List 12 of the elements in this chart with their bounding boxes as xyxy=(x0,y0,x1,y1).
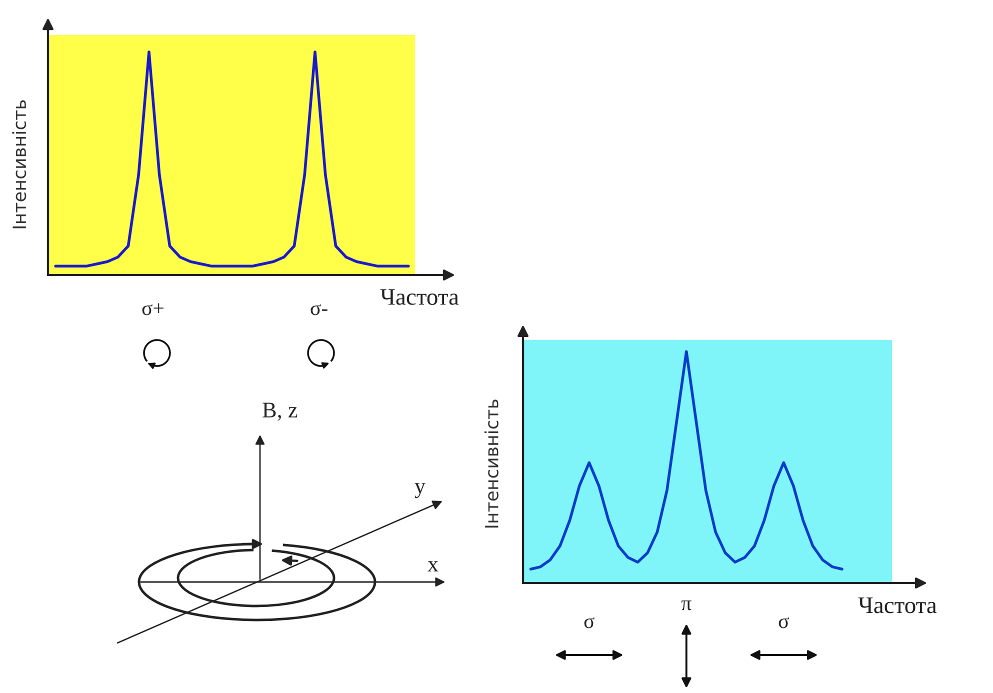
text: σ xyxy=(584,617,594,628)
text: x xyxy=(428,561,438,572)
text: π xyxy=(681,600,692,610)
y-axis-title: Інтенсивність xyxy=(12,100,26,228)
x-axis-title: Частота xyxy=(858,598,937,614)
text: y xyxy=(414,483,426,498)
text: σ- xyxy=(310,304,328,316)
y-axis-title: Інтенсивність xyxy=(484,400,498,528)
text: σ+ xyxy=(142,303,164,316)
x-axis-title: Частота xyxy=(380,289,459,305)
text: σ xyxy=(778,617,789,628)
text: B, z xyxy=(262,402,298,421)
